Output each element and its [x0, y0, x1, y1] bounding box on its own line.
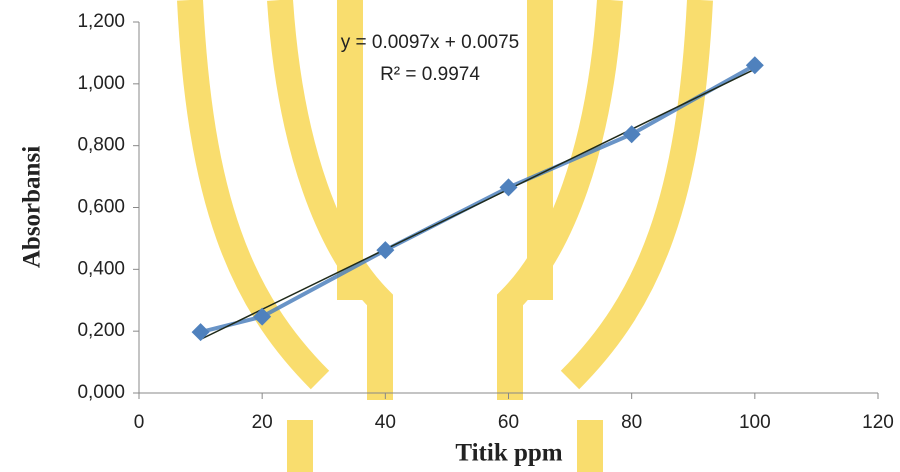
- y-tick-label: 0,400: [77, 258, 125, 279]
- point: [376, 241, 395, 260]
- y-tick-label: 0,000: [77, 382, 125, 403]
- x-tick-label: 80: [621, 412, 642, 433]
- r-squared: R² = 0.9974: [380, 64, 480, 85]
- y-axis-title: Absorbansi: [19, 146, 46, 268]
- y-tick-label: 0,600: [77, 197, 125, 218]
- x-tick-label: 0: [134, 412, 145, 433]
- point: [253, 307, 272, 326]
- watermark: [177, 0, 713, 472]
- x-tick-label: 20: [252, 412, 273, 433]
- point: [622, 125, 641, 144]
- x-tick-label: 100: [739, 412, 771, 433]
- x-tick-label: 60: [498, 412, 519, 433]
- y-tick-label: 0,800: [77, 135, 125, 156]
- x-tick-label: 40: [375, 412, 396, 433]
- equation: y = 0.0097x + 0.0075: [341, 32, 520, 53]
- y-tick-label: 1,000: [77, 73, 125, 94]
- y-tick-label: 1,200: [77, 11, 125, 32]
- point: [499, 178, 518, 197]
- x-axis-title: Titik ppm: [455, 440, 562, 467]
- trendline: [200, 68, 756, 341]
- point: [191, 323, 210, 342]
- point: [745, 56, 764, 75]
- x-tick-label: 120: [862, 412, 894, 433]
- y-tick-label: 0,200: [77, 320, 125, 341]
